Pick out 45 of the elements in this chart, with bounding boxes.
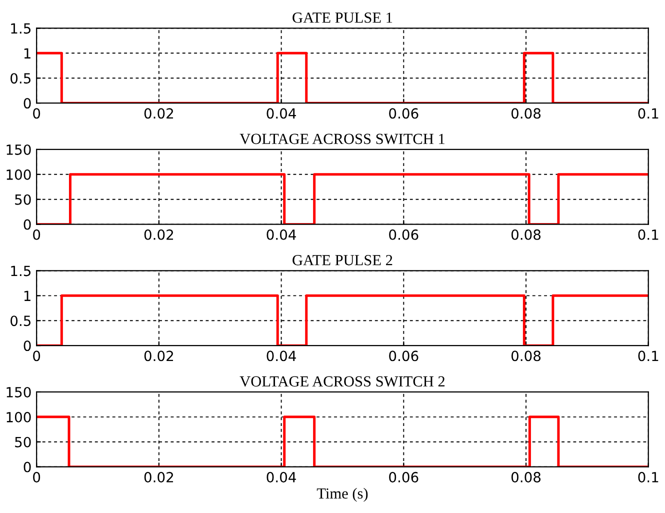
x-tick-label: 0.06 (389, 229, 418, 240)
x-tick-label: 0 (33, 229, 40, 240)
y-tick-label: 0 (24, 340, 31, 352)
x-tick-label: 0.06 (389, 108, 418, 119)
y-tick-label: 50 (15, 194, 31, 205)
y-tick-label: 1.5 (11, 266, 30, 276)
x-tick-label: 0.06 (389, 472, 418, 482)
y-tick-label: 100 (6, 169, 31, 180)
x-tick-label: 0.1 (638, 350, 658, 362)
x-tick-label: 0.1 (638, 229, 658, 240)
y-tick-label: 1 (24, 48, 30, 58)
x-tick-label: 0.1 (638, 472, 658, 482)
y-tick-label: 1.5 (11, 23, 30, 34)
x-tick-label: 0.08 (511, 229, 541, 240)
y-tick-label: 150 (6, 144, 31, 155)
x-tick-label: 0 (33, 350, 40, 362)
x-tick-label: 0.04 (266, 350, 296, 362)
y-tick-label: 0 (24, 98, 31, 109)
x-tick-label: 0.08 (511, 350, 541, 362)
x-tick-label: 0 (33, 472, 40, 482)
x-tick-label: 0.02 (144, 229, 174, 240)
x-tick-label: 0.08 (511, 108, 541, 119)
y-tick-label: 100 (6, 412, 31, 422)
y-tick-label: 0.5 (10, 73, 30, 84)
x-tick-label: 0.02 (144, 108, 174, 119)
y-tick-label: 0 (24, 219, 31, 230)
chart-title: GATE PULSE 2 (292, 255, 392, 266)
x-tick-label: 0.04 (266, 472, 296, 482)
chart-title: VOLTAGE ACROSS SWITCH 1 (240, 134, 444, 144)
y-tick-label: 0 (24, 462, 31, 472)
chart-title: VOLTAGE ACROSS SWITCH 2 (240, 376, 445, 387)
x-tick-label: 0 (33, 108, 40, 119)
chart-title: GATE PULSE 1 (292, 12, 392, 23)
x-tick-label: 0.02 (144, 472, 174, 482)
x-tick-label: 0.02 (144, 350, 174, 362)
y-tick-label: 150 (6, 386, 31, 398)
y-tick-label: 0.5 (10, 316, 30, 326)
x-tick-label: 0.04 (266, 108, 296, 119)
x-tick-label: 0.08 (511, 472, 541, 482)
y-tick-label: 50 (15, 436, 31, 448)
x-tick-label: 0.1 (638, 108, 658, 119)
x-tick-label: 0.04 (266, 229, 296, 240)
y-tick-label: 1 (24, 290, 30, 301)
x-tick-label: 0.06 (389, 350, 418, 362)
x-axis-title: Time (s) (316, 488, 368, 502)
